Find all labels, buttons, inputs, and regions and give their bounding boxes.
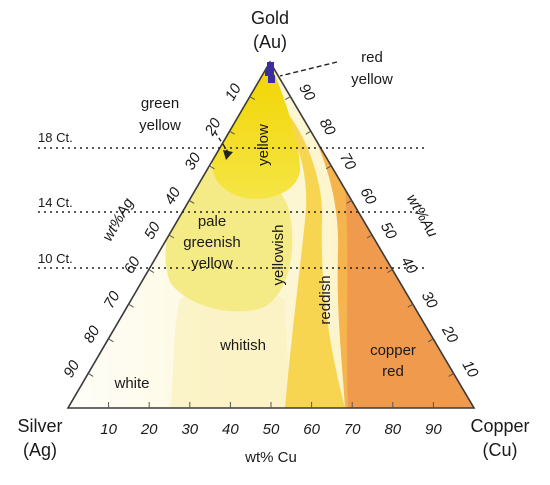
- ag-tick-label: 70: [101, 288, 124, 312]
- au-edge-tick: [346, 199, 352, 204]
- region-whitish-fill: [170, 281, 290, 408]
- cu-tick-label: 50: [263, 421, 280, 438]
- label-copper-red: red: [382, 363, 404, 380]
- au-edge-tick: [305, 130, 312, 135]
- vertex-copper-symbol: (Cu): [483, 440, 518, 460]
- vertex-copper-name: Copper: [470, 416, 529, 436]
- label-white: white: [113, 375, 149, 392]
- ag-edge-tick: [209, 165, 215, 170]
- au-tick-label: 30: [418, 288, 441, 312]
- pointer-green-yellow: [214, 131, 229, 153]
- pointer-green-yellow-arrowhead: [223, 150, 233, 160]
- cu-tick-label: 70: [344, 421, 361, 438]
- label-red: red: [361, 49, 383, 66]
- ag-tick-label: 20: [201, 115, 225, 139]
- vertex-gold-name: Gold: [251, 8, 289, 28]
- au-edge-tick: [448, 372, 454, 377]
- cu-tick-label: 10: [100, 421, 117, 438]
- ag-edge-tick: [87, 372, 94, 377]
- vertex-gold-symbol: (Au): [253, 32, 287, 52]
- cu-tick-label: 20: [140, 421, 158, 438]
- axis-title-cu: wt% Cu: [244, 449, 297, 466]
- au-edge-tick: [285, 96, 291, 101]
- cu-tick-labels: 10 20 30 40 50 60 70 80 90: [100, 421, 442, 438]
- region-yellowish-fill: [275, 100, 345, 408]
- ag-edge-tick: [229, 130, 235, 135]
- red-yellow-marker: [265, 62, 275, 83]
- ag-tick-label: 90: [60, 357, 83, 381]
- axis-title-ag: wt%Ag: [99, 195, 137, 244]
- ag-tick-label: 40: [161, 184, 184, 208]
- au-tick-label: 50: [377, 219, 400, 243]
- cu-tick-label: 90: [425, 421, 442, 438]
- au-edge-tick: [387, 269, 393, 274]
- label-whitish: whitish: [219, 337, 266, 354]
- ag-tick-label: 10: [222, 80, 245, 104]
- region-pale-greenish-yellow-fill: [165, 166, 293, 312]
- ag-edge-tick: [188, 199, 195, 204]
- ag-edge-tick: [168, 234, 175, 239]
- vertex-silver-name: Silver: [17, 416, 62, 436]
- carat-label-14: 14 Ct.: [38, 195, 73, 210]
- label-pale: pale: [198, 213, 226, 230]
- cu-tick-label: 30: [181, 421, 198, 438]
- ag-tick-labels: 10 20 30 40 50 60 70 80 90: [60, 80, 245, 380]
- label-yellowish: yellowish: [270, 225, 287, 286]
- au-tick-label: 20: [438, 322, 462, 346]
- au-edge-tick: [407, 303, 414, 308]
- label-red-yellow: yellow: [351, 71, 393, 88]
- au-edge-tick: [427, 338, 434, 343]
- au-edge-tick: [366, 234, 373, 239]
- au-tick-label: 40: [397, 254, 420, 278]
- pointer-red-yellow: [279, 61, 338, 77]
- au-tick-label: 90: [295, 81, 318, 105]
- vertex-silver-symbol: (Ag): [23, 440, 57, 460]
- label-green: green: [141, 95, 179, 112]
- ag-tick-label: 50: [141, 219, 164, 243]
- cu-tick-label: 40: [222, 421, 239, 438]
- cu-tick-label: 60: [303, 421, 320, 438]
- edge-ticks: [87, 96, 454, 408]
- ag-edge-tick: [249, 96, 256, 101]
- axis-title-au: wt%Au: [403, 191, 441, 240]
- label-reddish: reddish: [317, 275, 334, 324]
- label-copper: copper: [370, 342, 416, 359]
- au-tick-label: 10: [459, 358, 482, 382]
- ag-edge-tick: [148, 269, 155, 274]
- carat-lines: 18 Ct. 14 Ct. 10 Ct.: [38, 130, 428, 269]
- ag-edge-tick: [108, 338, 114, 343]
- ag-tick-label: 60: [121, 253, 144, 277]
- carat-label-18: 18 Ct.: [38, 130, 73, 145]
- au-tick-labels: 90 80 70 60 50 40 30 20 10: [295, 81, 482, 381]
- au-tick-label: 60: [357, 185, 380, 209]
- cu-tick-label: 80: [384, 421, 401, 438]
- au-tick-label: 70: [336, 150, 359, 174]
- label-pale-yellow: yellow: [191, 255, 233, 272]
- ag-tick-label: 80: [80, 322, 103, 346]
- ag-edge-tick: [128, 303, 134, 308]
- label-greenish: greenish: [183, 234, 241, 251]
- label-green-yellow: yellow: [139, 117, 181, 134]
- au-edge-tick: [325, 165, 332, 170]
- carat-label-10: 10 Ct.: [38, 251, 73, 266]
- ag-tick-label: 30: [181, 149, 204, 173]
- region-yellow-fill: [212, 62, 300, 199]
- au-tick-label: 80: [316, 115, 339, 139]
- label-yellow: yellow: [255, 124, 272, 166]
